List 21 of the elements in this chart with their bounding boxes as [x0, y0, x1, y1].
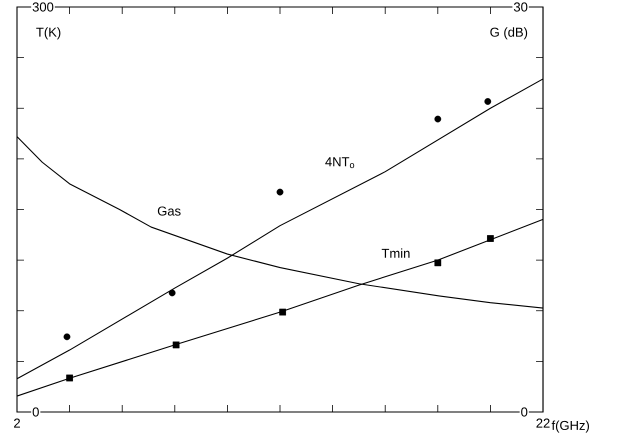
point — [172, 342, 180, 348]
x-tick-label: 2 — [14, 418, 20, 428]
point — [484, 98, 492, 105]
y2-tick-label: 0 — [521, 407, 528, 417]
y2-axis-title: G (dB) — [490, 27, 528, 40]
y-axis-title: T(K) — [36, 27, 60, 40]
point — [434, 116, 442, 122]
series-label: Gas — [158, 206, 181, 216]
point — [168, 290, 176, 296]
point — [279, 308, 286, 316]
series-label: 4NT$_{o}$ — [325, 157, 354, 168]
point — [66, 374, 73, 382]
point — [276, 188, 284, 196]
series-label: Tmin — [382, 248, 410, 258]
point — [487, 235, 494, 242]
point — [434, 259, 442, 266]
y-tick-label: 300 — [32, 2, 54, 12]
x-axis-title: f(GHz) — [552, 420, 589, 433]
point — [64, 333, 70, 340]
x-tick-label: 22 — [536, 418, 550, 428]
y2-tick-label: 30 — [514, 2, 528, 12]
